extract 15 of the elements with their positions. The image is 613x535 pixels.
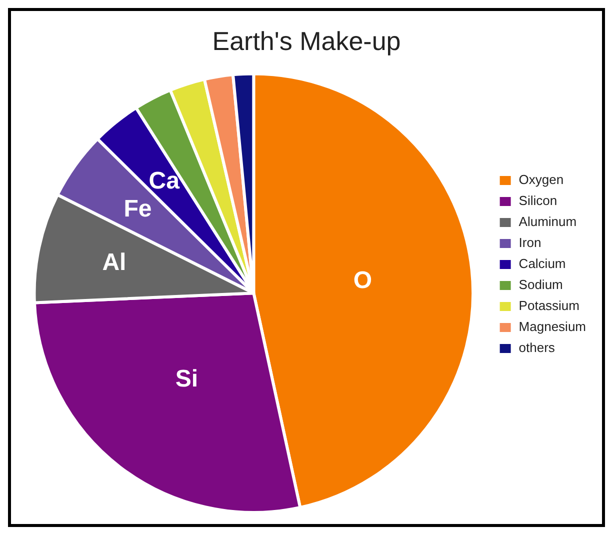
legend-label: Silicon (518, 193, 558, 208)
legend-label: Oxygen (518, 172, 564, 188)
legend-label: others (518, 340, 556, 356)
legend-label: Sodium (518, 277, 563, 292)
legend-label: Magnesium (518, 319, 586, 334)
legend-label: Potassium (518, 298, 580, 314)
chart-title: Earth's Make-up (212, 26, 401, 56)
legend-label: Aluminum (518, 214, 577, 230)
data-label: Si (175, 366, 198, 393)
data-label: O (353, 267, 372, 294)
data-label: Ca (148, 168, 180, 195)
data-label: Al (102, 248, 126, 276)
data-label: Fe (124, 196, 152, 223)
legend-label: Iron (518, 235, 542, 250)
legend-label: Calcium (518, 256, 566, 272)
